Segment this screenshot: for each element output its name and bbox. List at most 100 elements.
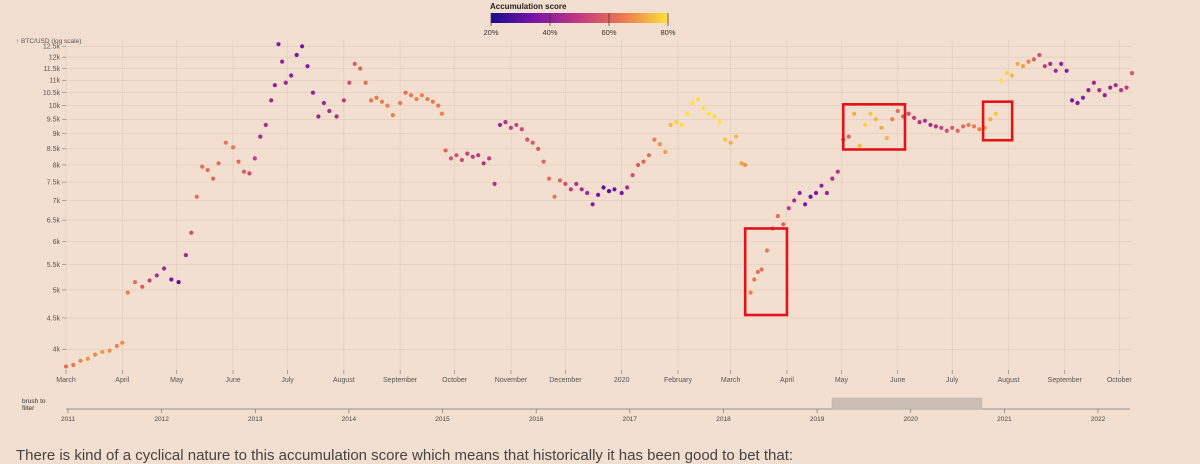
y-tick-label: 7.5k: [47, 180, 61, 187]
legend-title: Accumulation score: [490, 2, 567, 11]
data-point: [552, 194, 557, 199]
data-point: [508, 125, 514, 130]
legend-ticks: 20% 40% 60% 80%: [483, 13, 676, 37]
data-point: [803, 202, 808, 207]
data-point: [546, 176, 552, 181]
data-point: [465, 151, 470, 156]
data-point: [574, 181, 579, 187]
data-point: [813, 190, 819, 196]
x-tick-label: September: [1048, 377, 1083, 384]
legend-tick-label: 20%: [483, 28, 498, 37]
x-tick-label: April: [780, 377, 794, 384]
data-point: [92, 352, 98, 357]
data-point: [1004, 71, 1009, 76]
data-point: [786, 206, 791, 211]
data-point: [216, 161, 221, 166]
data-point: [568, 187, 573, 192]
data-point: [276, 42, 281, 47]
data-point: [183, 252, 188, 258]
x-tick-label: August: [998, 377, 1020, 384]
data-point: [403, 90, 408, 95]
data-point: [252, 156, 257, 161]
data-point: [625, 185, 630, 190]
time-brush[interactable]: brush to filter 2011 2012 2013 2014 2015 2016…: [0, 392, 1200, 432]
x-tick-label: May: [835, 377, 849, 384]
data-point: [1064, 68, 1069, 73]
data-point: [454, 153, 459, 158]
y-tick-label: 8.5k: [47, 146, 61, 153]
data-point: [78, 358, 83, 363]
x-tick-label: December: [549, 377, 582, 384]
data-point: [684, 111, 690, 116]
data-point: [1048, 61, 1053, 66]
data-point: [928, 122, 933, 128]
data-point: [868, 111, 873, 116]
data-point: [808, 194, 813, 199]
data-point: [114, 343, 119, 349]
data-point: [993, 111, 998, 116]
data-point: [1059, 61, 1064, 66]
data-point: [530, 140, 535, 145]
brush-year-label: 2015: [435, 416, 450, 423]
data-point: [873, 117, 879, 122]
data-point: [939, 125, 944, 130]
data-point: [299, 44, 305, 49]
data-point: [363, 80, 368, 85]
x-tick-label: March: [56, 377, 76, 384]
highlight-box: [841, 103, 907, 151]
x-tick-label: August: [333, 377, 355, 384]
y-tick-label: 10k: [49, 103, 61, 110]
data-point: [476, 153, 481, 158]
data-point: [1031, 57, 1037, 62]
data-point: [398, 100, 403, 106]
data-point: [557, 178, 563, 183]
data-point: [944, 128, 949, 133]
data-point: [492, 181, 497, 187]
brush-year-label: 2022: [1091, 416, 1106, 423]
data-point: [933, 124, 938, 129]
data-point: [950, 125, 955, 130]
brush-year-label: 2017: [623, 416, 638, 423]
data-point: [606, 189, 612, 194]
data-point: [189, 230, 194, 235]
data-point: [379, 99, 385, 104]
data-point: [1091, 80, 1096, 85]
data-point: [748, 290, 753, 295]
y-tick-label: 12.5k: [43, 44, 61, 51]
brush-year-label: 2013: [248, 416, 263, 423]
data-point: [652, 137, 657, 142]
x-tick-label: April: [115, 377, 129, 384]
data-point: [585, 190, 590, 196]
data-point: [857, 143, 862, 148]
brush-selection[interactable]: [831, 397, 983, 410]
brush-year-label: 2019: [810, 416, 825, 423]
legend-color-ramp: [491, 13, 668, 23]
data-point: [414, 96, 419, 102]
data-point: [316, 114, 321, 119]
data-point: [764, 248, 770, 253]
brush-year-ticks: 2011 2012 2013 2014 2015 2016 2017 2018 2019 2020…: [61, 409, 1106, 423]
data-point: [247, 171, 252, 176]
brush-year-label: 2020: [903, 416, 918, 423]
highlight-box: [743, 227, 789, 317]
data-point: [140, 284, 145, 289]
legend-tick-label: 80%: [660, 28, 675, 37]
data-point: [443, 148, 448, 153]
highlight-box: [981, 100, 1014, 142]
data-point: [1108, 85, 1113, 90]
data-point: [100, 349, 105, 355]
data-point: [999, 78, 1004, 83]
data-point: [341, 98, 346, 103]
data-point: [695, 96, 701, 102]
data-point: [459, 157, 464, 163]
data-point: [408, 93, 414, 98]
highlight-boxes: [743, 100, 1014, 317]
data-point: [971, 124, 977, 129]
data-point: [706, 111, 711, 116]
data-point: [601, 185, 606, 190]
y-tick-label: 6k: [53, 239, 61, 246]
data-point: [1075, 100, 1080, 106]
data-point: [272, 83, 277, 88]
data-point: [612, 187, 617, 192]
x-tick-label: September: [383, 377, 418, 384]
